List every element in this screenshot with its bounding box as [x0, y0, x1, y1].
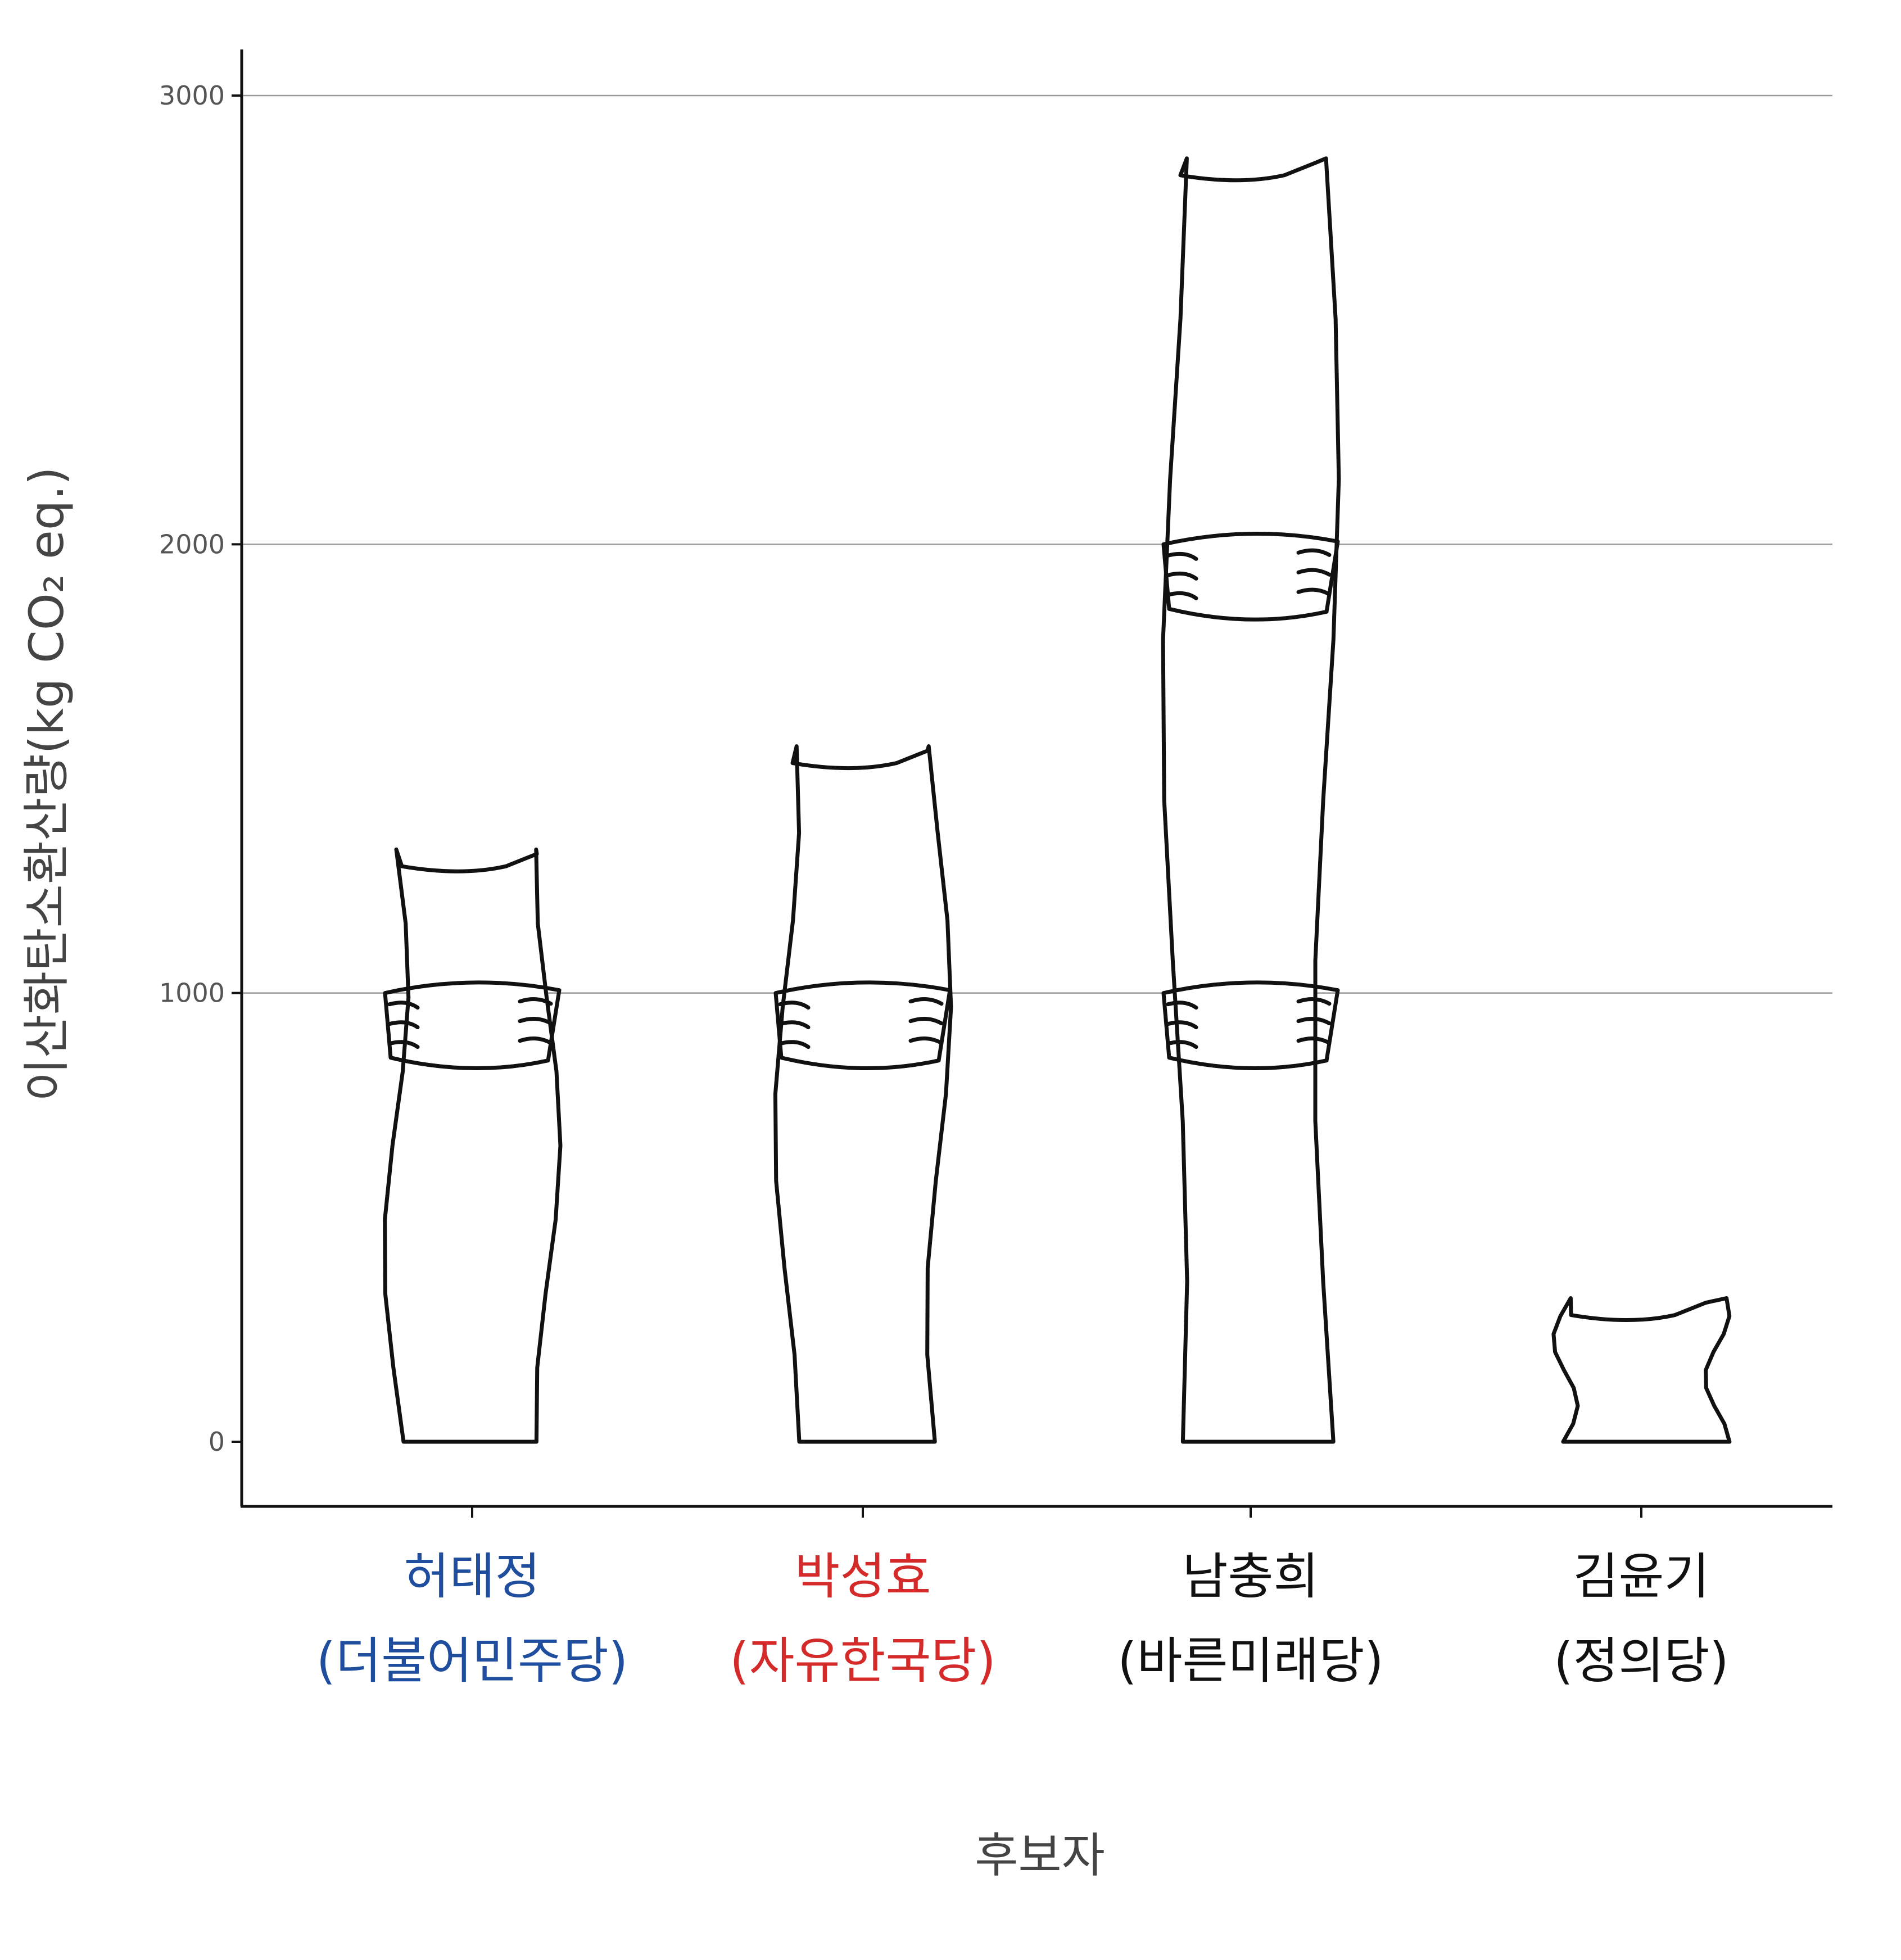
joint-ridge [1166, 1040, 1198, 1049]
x-tick-label-name: 남충희 [1183, 1547, 1319, 1605]
joint-ridge [387, 1020, 420, 1030]
bar-남충희 [1161, 156, 1341, 1444]
joint-ridge [778, 1020, 811, 1030]
bar-joint [383, 980, 562, 1071]
bar-joint [1161, 980, 1340, 1071]
joint-ridge [908, 1036, 944, 1045]
joint-outline [383, 980, 562, 1071]
joint-ridge [518, 1017, 553, 1026]
bar-shape [1161, 156, 1341, 1444]
joint-outline [1161, 980, 1340, 1071]
bar-joint [1161, 532, 1340, 622]
bar-shape [1551, 1296, 1732, 1444]
x-tick-label-party: (더불어민주당) [316, 1632, 628, 1690]
x-tick-label-name: 김윤기 [1573, 1547, 1710, 1605]
x-tick-label-party: (정의당) [1554, 1632, 1729, 1690]
x-tick-layer: 허태정 (더불어민주당) 박성효 (자유한국당) 남충희 (바른미래당) 김윤기 (정의당) [316, 1506, 1729, 1690]
joint-ridge [1296, 548, 1332, 557]
x-tick-label-party: (자유한국당) [730, 1632, 995, 1690]
joint-ridge [1296, 1017, 1332, 1026]
x-tick-label-party: (바른미래당) [1117, 1632, 1383, 1690]
joint-ridge [1166, 1001, 1198, 1010]
joint-ridge [518, 1036, 553, 1045]
y-axis-title: 이산화탄소환산량(kg CO₂ eq.) [19, 467, 74, 1101]
axis-layer [240, 49, 1832, 1508]
y-tick-label-2000: 2000 [159, 529, 225, 559]
x-axis-title: 후보자 [975, 1828, 1105, 1883]
bar-shape [773, 744, 953, 1444]
joint-ridge [1166, 571, 1198, 581]
bar-layer [383, 156, 1732, 1444]
joint-ridge [1166, 591, 1198, 600]
joint-ridge [1296, 568, 1332, 577]
joint-ridge [908, 997, 944, 1006]
x-tick-label-name: 허태정 [404, 1547, 541, 1605]
joint-ridge [778, 1001, 811, 1010]
joint-ridge [1296, 997, 1332, 1006]
joint-ridge [518, 997, 553, 1006]
joint-ridge [1166, 551, 1198, 561]
bar-허태정 [383, 847, 563, 1444]
joint-ridge [387, 1001, 420, 1010]
y-tick-label-0: 0 [209, 1427, 225, 1457]
joint-ridge [908, 1017, 944, 1026]
bar-shape [383, 847, 563, 1444]
joint-outline [1161, 532, 1340, 622]
joint-ridge [1296, 587, 1332, 596]
bar-김윤기 [1551, 1296, 1732, 1444]
joint-ridge [778, 1040, 811, 1049]
y-tick-label-1000: 1000 [159, 978, 225, 1008]
joint-ridge [1296, 1036, 1332, 1045]
bar-박성효 [773, 744, 953, 1444]
joint-outline [773, 980, 952, 1071]
grid-layer [242, 94, 1832, 994]
y-tick-label-3000: 3000 [159, 80, 225, 111]
joint-ridge [387, 1040, 420, 1049]
y-tick-layer: 0 1000 2000 3000 [159, 80, 242, 1457]
x-tick-label-name: 박성효 [795, 1547, 931, 1605]
joint-ridge [1166, 1020, 1198, 1030]
bar-joint [773, 980, 952, 1071]
